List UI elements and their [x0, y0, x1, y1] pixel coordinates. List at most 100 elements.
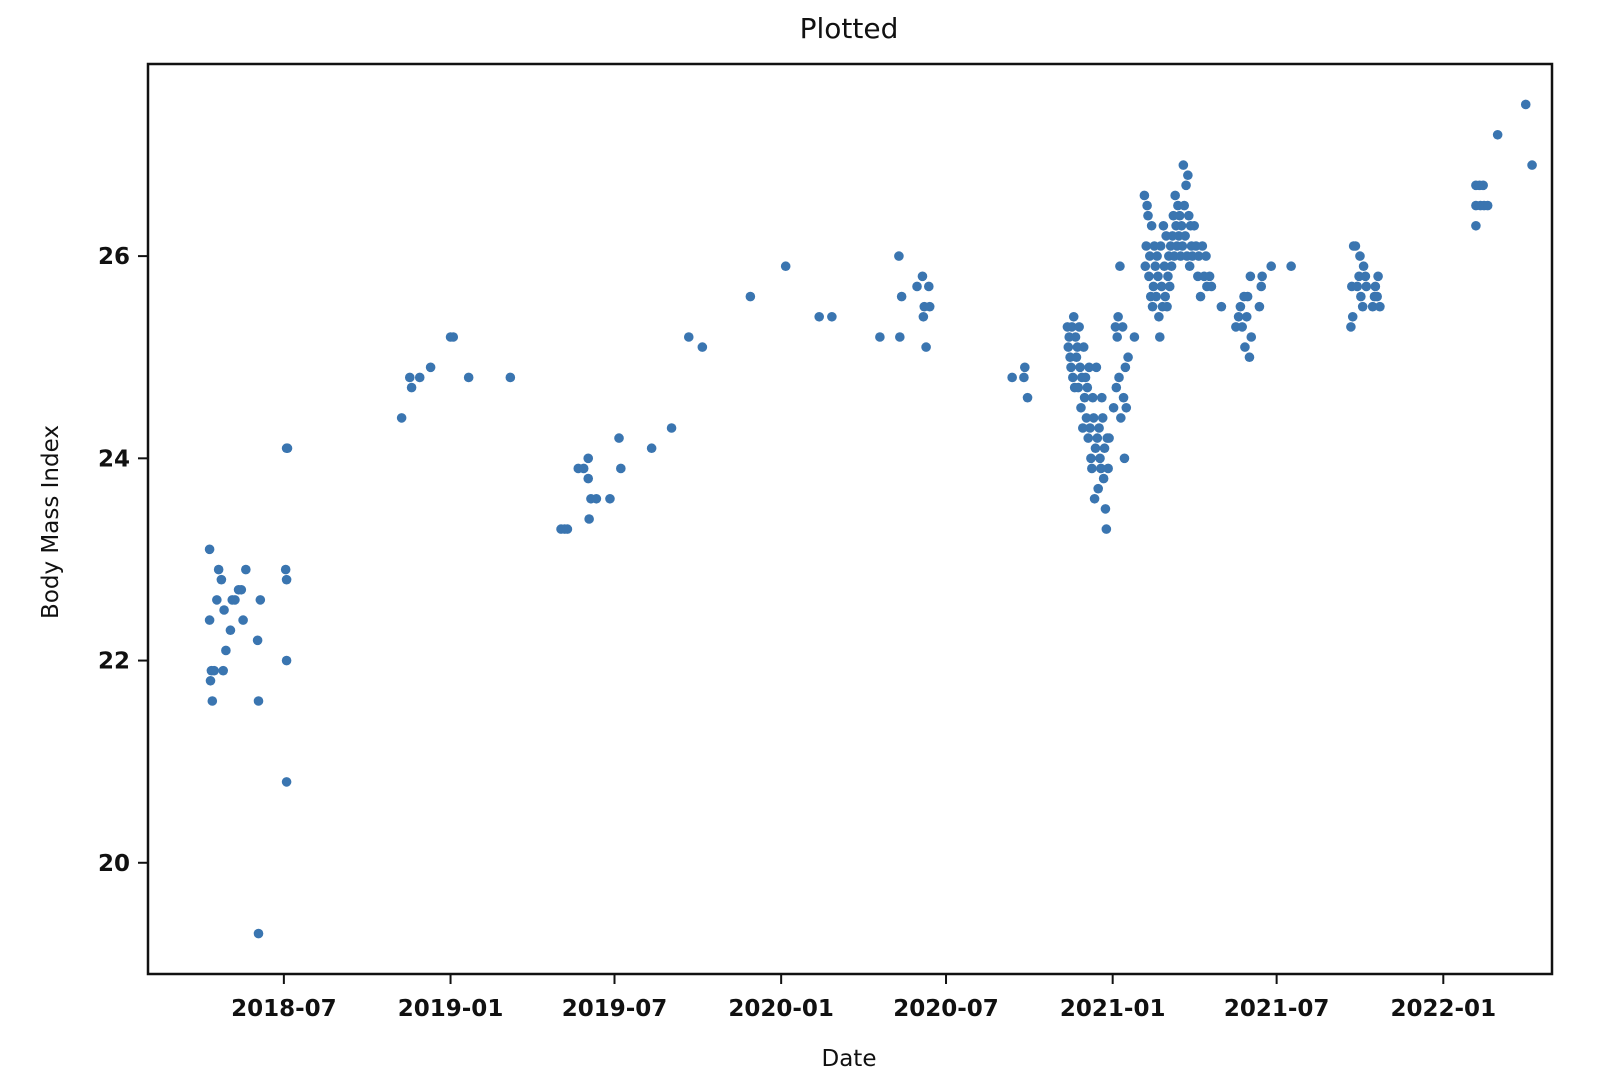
data-point [1527, 160, 1537, 170]
data-point [1096, 463, 1106, 474]
data-point [1123, 352, 1133, 363]
x-tick-label: 2021-07 [1224, 996, 1330, 1022]
chart-title: Plotted [800, 12, 899, 45]
data-point [896, 291, 907, 302]
data-point [1355, 251, 1365, 261]
data-point [591, 493, 602, 504]
data-point [1022, 392, 1033, 403]
data-point [396, 413, 407, 423]
data-point [1197, 241, 1208, 251]
data-point [1074, 322, 1084, 332]
data-point [225, 625, 236, 636]
data-point [230, 595, 240, 605]
data-point [1347, 311, 1358, 322]
data-point [1088, 413, 1099, 423]
data-point [1183, 170, 1193, 181]
data-point [1110, 322, 1121, 332]
data-point [1066, 362, 1076, 373]
data-point [1245, 271, 1256, 282]
data-point [1482, 200, 1493, 211]
y-tick-label: 22 [98, 649, 130, 675]
data-point [745, 291, 756, 302]
x-axis-label: Date [822, 1046, 877, 1072]
data-point [894, 251, 904, 261]
data-point [584, 514, 594, 524]
data-point [1119, 453, 1130, 464]
x-tick-label: 2020-01 [728, 996, 834, 1022]
data-point [1067, 322, 1077, 332]
data-point [1286, 261, 1296, 272]
x-tick-label: 2019-01 [398, 996, 504, 1022]
data-point [827, 311, 837, 322]
data-point [241, 564, 251, 575]
data-point [912, 281, 922, 292]
data-point [281, 777, 292, 787]
data-point [1152, 251, 1162, 261]
data-point [1360, 271, 1371, 282]
data-point [1367, 301, 1378, 312]
data-point [1081, 413, 1092, 423]
y-tick-label: 24 [98, 446, 130, 472]
data-point [1372, 291, 1382, 302]
data-point [683, 332, 694, 342]
data-point [1112, 332, 1123, 342]
x-tick-label: 2018-07 [231, 996, 337, 1022]
data-point [1117, 322, 1128, 332]
data-point [1090, 443, 1101, 454]
data-point [1020, 362, 1030, 373]
plot-frame [146, 62, 1554, 976]
y-tick-label: 20 [98, 851, 130, 877]
data-point [1093, 483, 1103, 494]
data-point [1092, 433, 1103, 443]
data-point [1233, 311, 1244, 322]
data-point [1189, 220, 1200, 231]
data-point [1084, 362, 1094, 373]
data-point [1091, 362, 1102, 373]
data-point [1148, 281, 1159, 292]
data-point [282, 443, 293, 454]
data-point [1079, 392, 1090, 403]
data-point [1240, 342, 1250, 352]
data-point [1184, 261, 1195, 272]
data-point [252, 635, 263, 646]
data-point [1116, 413, 1126, 423]
data-point [578, 463, 589, 474]
data-point [1100, 504, 1111, 514]
y-axis-ticks: 20 22 24 26 [98, 244, 148, 877]
data-point [1146, 220, 1157, 231]
data-point [1082, 382, 1093, 393]
data-point [1266, 261, 1276, 272]
data-point [583, 453, 594, 464]
data-point [1158, 220, 1169, 231]
data-point [924, 301, 935, 312]
data-point [1375, 301, 1385, 312]
data-point [895, 332, 905, 342]
data-point [1129, 332, 1140, 342]
y-tick-label: 26 [98, 244, 130, 270]
data-point [1111, 382, 1122, 393]
data-point [1150, 261, 1161, 272]
data-point [1373, 271, 1383, 282]
data-point [463, 372, 474, 383]
data-point [505, 372, 516, 383]
data-point [281, 574, 292, 585]
data-point [1216, 301, 1227, 312]
x-tick-label: 2020-07 [893, 996, 999, 1022]
data-point [212, 595, 222, 605]
data-point [281, 655, 292, 666]
data-point [1170, 190, 1180, 201]
data-point [1080, 372, 1091, 383]
data-point [1471, 220, 1481, 231]
data-point [1163, 271, 1173, 282]
data-point [1063, 342, 1074, 352]
data-point [697, 342, 708, 352]
data-point [1156, 281, 1167, 292]
data-point [280, 564, 291, 575]
data-point [1104, 433, 1114, 443]
data-point [924, 281, 934, 292]
data-point [1352, 281, 1363, 292]
data-point [1121, 402, 1132, 413]
data-point [1350, 241, 1361, 251]
